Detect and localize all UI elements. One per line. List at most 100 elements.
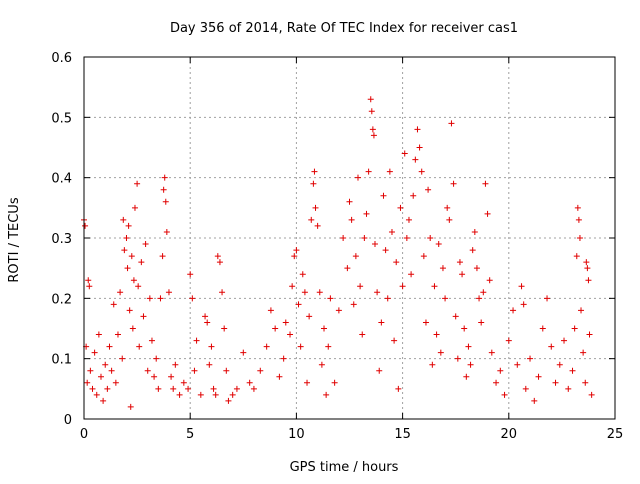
data-point [450, 180, 457, 187]
data-point [214, 253, 221, 260]
data-point [465, 343, 472, 350]
data-point [163, 228, 170, 235]
data-point [431, 283, 438, 290]
data-point [168, 373, 175, 380]
data-point [100, 397, 107, 404]
data-point [488, 349, 495, 356]
data-point [293, 247, 300, 254]
data-point [444, 204, 451, 211]
data-point [544, 295, 551, 302]
data-point [371, 241, 378, 248]
data-point [210, 385, 217, 392]
data-point [108, 367, 115, 374]
data-point [160, 186, 167, 193]
data-point [97, 373, 104, 380]
data-point [539, 325, 546, 332]
data-point [221, 325, 228, 332]
data-point [368, 108, 375, 115]
data-point [299, 271, 306, 278]
data-point [420, 253, 427, 260]
data-point [212, 391, 219, 398]
data-point [395, 385, 402, 392]
data-point [316, 289, 323, 296]
y-tick-label: 0.6 [51, 51, 72, 66]
data-point [301, 289, 308, 296]
data-point [131, 204, 138, 211]
data-point [588, 391, 595, 398]
data-point [123, 235, 130, 241]
data-point [310, 180, 317, 187]
data-point [552, 379, 559, 386]
data-point [225, 397, 232, 404]
data-point [574, 204, 581, 211]
data-point [263, 343, 270, 350]
data-point [569, 367, 576, 374]
data-point [257, 367, 264, 374]
data-point [146, 295, 153, 302]
data-point [185, 385, 192, 392]
data-point [510, 307, 517, 314]
data-point [272, 325, 279, 332]
data-point [585, 277, 592, 284]
data-point [206, 361, 213, 368]
data-point [359, 331, 366, 338]
data-point [104, 385, 111, 392]
data-point [482, 180, 489, 187]
data-point [548, 343, 555, 350]
data-point [86, 283, 93, 290]
data-point [335, 307, 342, 314]
data-point [575, 216, 582, 223]
data-point [165, 289, 172, 296]
data-point [365, 168, 372, 175]
data-point [295, 301, 302, 308]
data-point [246, 379, 253, 386]
data-point [250, 385, 257, 392]
data-point [151, 373, 158, 380]
data-point [121, 247, 128, 254]
data-point [189, 295, 196, 302]
x-tick-label: 0 [80, 427, 88, 442]
data-point [325, 343, 332, 350]
data-point [518, 283, 525, 290]
data-point [380, 192, 387, 199]
data-point [219, 289, 226, 296]
data-point [435, 241, 442, 248]
data-point [565, 385, 572, 392]
data-point [367, 96, 374, 103]
data-point [361, 235, 368, 241]
data-point [120, 216, 127, 223]
data-point [399, 283, 406, 290]
data-point [427, 235, 434, 241]
data-point [287, 331, 294, 338]
data-point [208, 343, 215, 350]
data-point [531, 397, 538, 404]
y-tick-label: 0.3 [51, 232, 72, 247]
data-point [340, 235, 347, 241]
data-point [401, 150, 408, 157]
data-point [204, 319, 211, 326]
data-point [384, 295, 391, 302]
data-point [124, 265, 131, 272]
y-tick-label: 0 [64, 413, 72, 428]
data-point [461, 325, 468, 332]
data-point [128, 253, 135, 260]
data-point [102, 361, 109, 368]
data-point [193, 337, 200, 344]
data-point [308, 216, 315, 223]
data-point [187, 271, 194, 278]
x-tick-label: 25 [607, 427, 624, 442]
data-point [425, 186, 432, 193]
data-point [136, 343, 143, 350]
data-point [467, 361, 474, 368]
data-point [416, 144, 423, 151]
data-point [314, 222, 321, 229]
y-tick-label: 0.1 [51, 353, 72, 368]
data-point [267, 307, 274, 314]
data-point [240, 349, 247, 356]
y-tick-label: 0.5 [51, 111, 72, 126]
data-point [583, 259, 590, 266]
data-point [422, 319, 429, 326]
data-point [370, 132, 377, 139]
data-point [429, 361, 436, 368]
